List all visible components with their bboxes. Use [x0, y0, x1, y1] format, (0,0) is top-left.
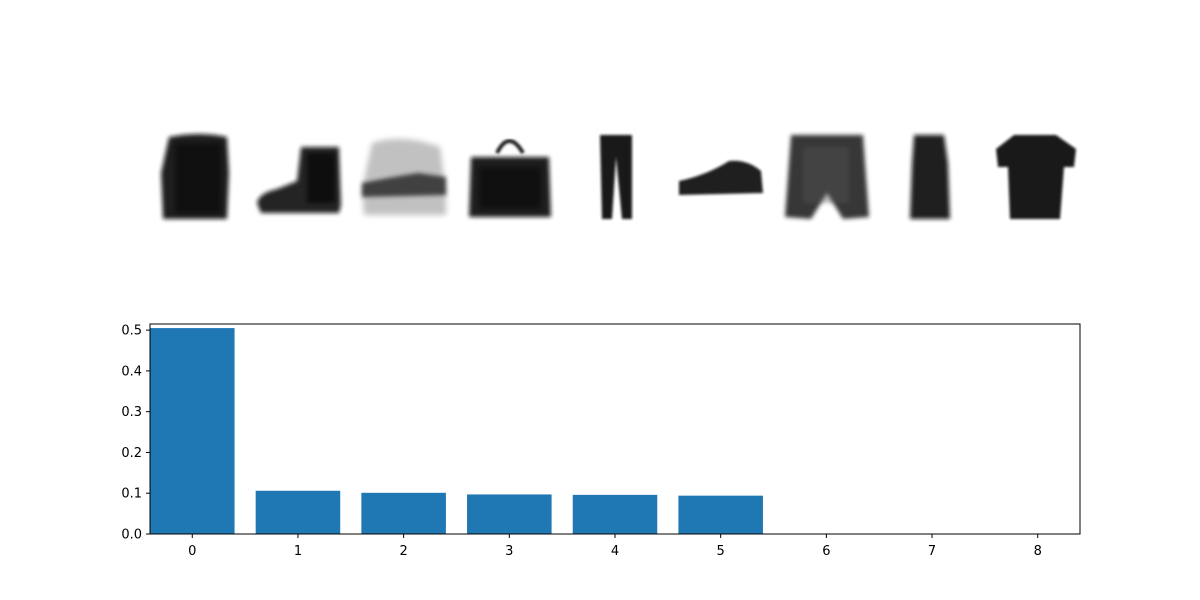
y-axis: 0.0 0.1 0.2 0.3 0.4 0.5	[121, 324, 150, 543]
bar-4	[572, 494, 658, 534]
y-tick-label: 0.5	[121, 324, 142, 339]
bar-2	[361, 492, 446, 534]
thumbnail-trouser	[600, 135, 632, 219]
x-tick-label: 3	[505, 544, 513, 559]
bar-3	[467, 494, 552, 534]
thumbnail-long-sleeve-shirt	[161, 134, 229, 219]
y-tick-label: 0.4	[121, 364, 142, 379]
thumbnail-t-shirt	[996, 135, 1076, 219]
thumbnail-ankle-boot	[257, 147, 341, 213]
thumbnail-bag	[469, 139, 551, 217]
x-tick-label: 2	[399, 544, 407, 559]
thumbnail-faded-shoe	[362, 138, 446, 215]
y-tick-label: 0.1	[121, 487, 142, 502]
bar-1	[255, 490, 341, 534]
thumbnail-dress	[910, 135, 950, 219]
x-tick-label: 0	[188, 544, 196, 559]
x-tick-label: 6	[822, 544, 830, 559]
y-tick-label: 0.2	[121, 446, 142, 461]
thumbnail-shirt	[785, 135, 869, 219]
x-tick-label: 1	[294, 544, 302, 559]
x-tick-label: 7	[928, 544, 936, 559]
y-tick-label: 0.0	[121, 528, 142, 543]
thumbnail-strip	[161, 134, 1076, 219]
thumbnail-sneaker	[679, 160, 763, 195]
y-tick-label: 0.3	[121, 405, 142, 420]
x-tick-label: 8	[1034, 544, 1042, 559]
bar-0	[150, 328, 235, 534]
bar-5	[678, 495, 763, 534]
x-axis: 0 1 2 3 4 5 6 7 8	[188, 534, 1042, 559]
bars-group	[150, 328, 763, 534]
x-tick-label: 4	[611, 544, 619, 559]
x-tick-label: 5	[717, 544, 725, 559]
